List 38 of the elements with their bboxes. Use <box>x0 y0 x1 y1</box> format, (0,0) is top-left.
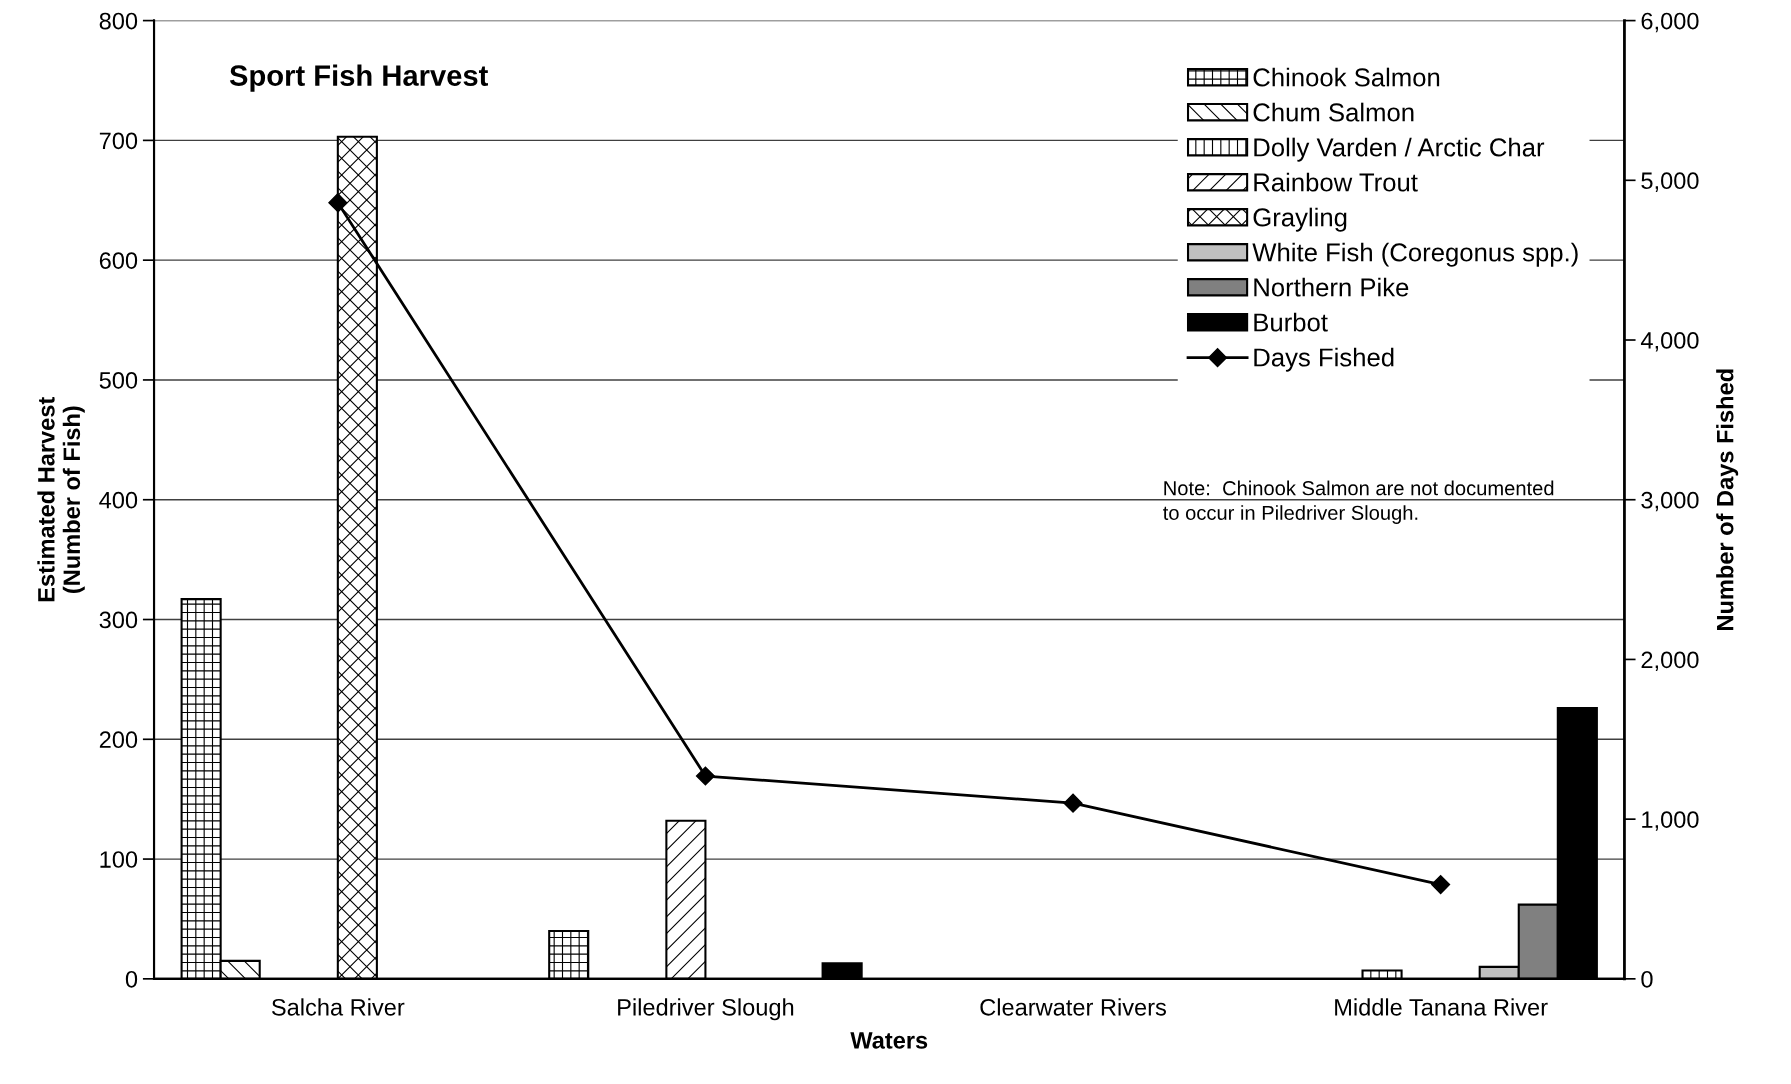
x-tick-label: Piledriver Slough <box>618 998 794 1021</box>
point <box>695 766 715 786</box>
y-axis-title: Estimated Harvest (Number of Fish) <box>37 396 85 602</box>
y2-tick-label: 0 <box>1641 970 1653 988</box>
legend-label: Burbot <box>1254 312 1328 332</box>
legend-label: Days Fished <box>1254 347 1394 372</box>
point <box>1431 875 1451 895</box>
legend-label: White Fish (Coregonus spp.) <box>1252 242 1578 267</box>
y-tick-label: 800 <box>99 12 138 30</box>
y2-tick-label: 3,000 <box>1641 491 1699 512</box>
legend-label: Grayling <box>1253 207 1347 232</box>
y-tick-label: 400 <box>99 491 138 509</box>
legend-label: Rainbow Trout <box>1254 172 1418 192</box>
y2-tick-label: 1,000 <box>1642 811 1699 831</box>
y2-axis-title: Number of Days Fished <box>1716 369 1739 630</box>
legend-label: Northern Pike <box>1254 277 1409 297</box>
legend-label: Dolly Varden / Arctic Char <box>1254 137 1545 162</box>
x-tick-label: Middle Tanana River <box>1335 998 1548 1016</box>
text: Sport Fish Harvest <box>229 64 488 92</box>
y-tick-label: 700 <box>99 132 138 150</box>
y2-tick-label: 5,000 <box>1641 172 1699 192</box>
point <box>1063 793 1083 813</box>
y-tick-label: 0 <box>125 970 138 988</box>
y-tick-label: 200 <box>99 731 138 749</box>
x-tick-label: Salcha River <box>271 998 405 1016</box>
x-tick-label: Clearwater Rivers <box>980 998 1166 1016</box>
y-tick-label: 300 <box>99 611 138 629</box>
legend-label: Chum Salmon <box>1253 102 1414 122</box>
y-tick-label: 600 <box>99 252 138 269</box>
y2-tick-label: 6,000 <box>1641 12 1699 33</box>
y2-tick-label: 4,000 <box>1640 332 1699 352</box>
annotation: Note: Chinook Salmon are not documented to occur in Piledriver Slough. <box>1163 480 1554 524</box>
point <box>328 193 348 213</box>
y-tick-label: 500 <box>99 372 138 389</box>
legend-label: Chinook Salmon <box>1253 67 1440 87</box>
y-tick-label: 100 <box>100 851 138 868</box>
y2-tick-label: 2,000 <box>1641 651 1699 672</box>
x-axis-title: Waters <box>850 1032 928 1049</box>
